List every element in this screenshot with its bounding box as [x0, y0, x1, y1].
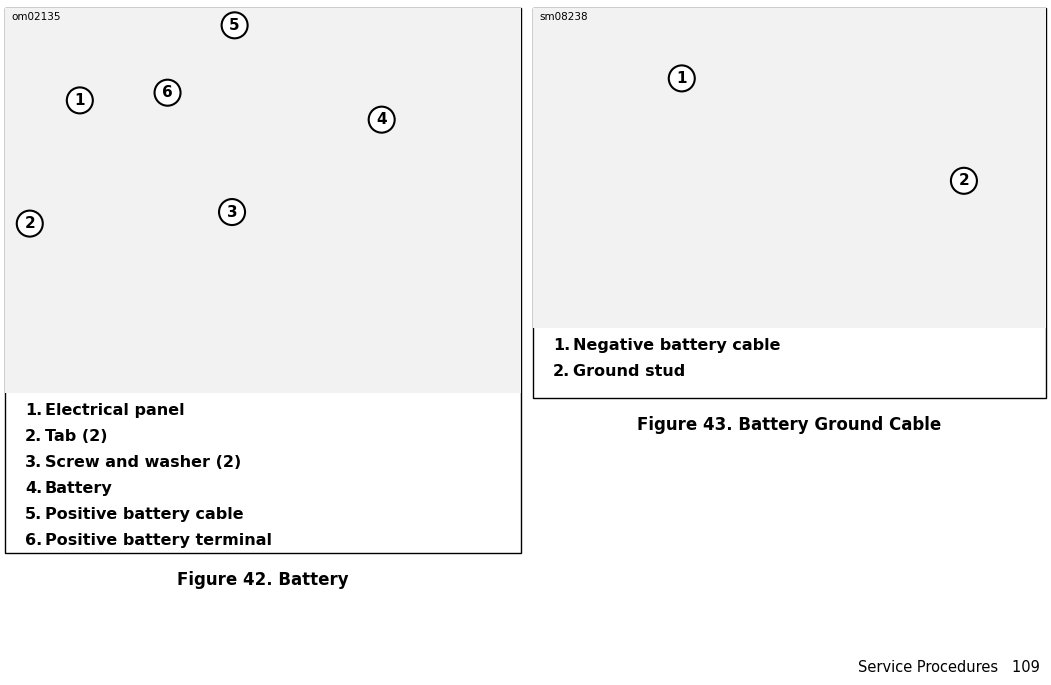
Circle shape — [67, 88, 92, 114]
Text: 4.: 4. — [25, 481, 42, 496]
Text: 5: 5 — [229, 18, 240, 33]
Text: 3: 3 — [227, 205, 238, 220]
Text: 4: 4 — [376, 112, 387, 127]
Text: 2: 2 — [24, 216, 35, 231]
Text: Tab (2): Tab (2) — [45, 429, 107, 444]
Bar — [5, 8, 521, 553]
Circle shape — [219, 199, 245, 225]
Text: Negative battery cable: Negative battery cable — [573, 338, 781, 353]
Bar — [533, 8, 1046, 398]
Text: Figure 43. Battery Ground Cable: Figure 43. Battery Ground Cable — [637, 416, 942, 434]
Circle shape — [17, 210, 43, 236]
Text: Ground stud: Ground stud — [573, 364, 685, 379]
Text: Positive battery terminal: Positive battery terminal — [45, 533, 272, 548]
Text: Screw and washer (2): Screw and washer (2) — [45, 455, 242, 470]
Circle shape — [222, 12, 248, 38]
Text: 1: 1 — [75, 93, 85, 108]
Text: 1.: 1. — [25, 403, 42, 418]
Text: 2.: 2. — [553, 364, 571, 379]
Text: 6: 6 — [162, 85, 173, 100]
Text: 2.: 2. — [25, 429, 42, 444]
Text: Figure 42. Battery: Figure 42. Battery — [178, 571, 349, 589]
Text: 5.: 5. — [25, 507, 42, 522]
Text: 1: 1 — [677, 71, 687, 86]
Bar — [533, 8, 1046, 328]
Bar — [5, 8, 521, 393]
Text: 3.: 3. — [25, 455, 42, 470]
Circle shape — [154, 79, 181, 105]
Text: 2: 2 — [959, 173, 969, 188]
Text: 1.: 1. — [553, 338, 571, 353]
Text: sm08238: sm08238 — [539, 12, 588, 22]
Circle shape — [951, 168, 977, 194]
Text: Electrical panel: Electrical panel — [45, 403, 185, 418]
Circle shape — [668, 65, 695, 91]
Text: om02135: om02135 — [11, 12, 61, 22]
Text: Battery: Battery — [45, 481, 112, 496]
Text: Service Procedures   109: Service Procedures 109 — [858, 660, 1040, 675]
Text: Positive battery cable: Positive battery cable — [45, 507, 244, 522]
Circle shape — [369, 107, 395, 133]
Text: 6.: 6. — [25, 533, 42, 548]
